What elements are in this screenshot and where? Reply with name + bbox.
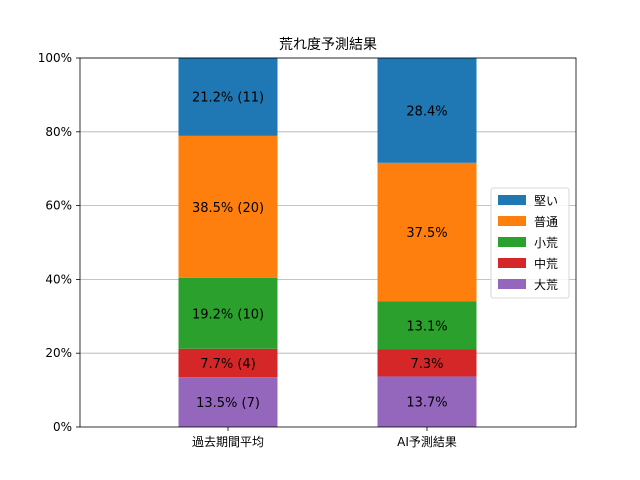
segment-data-label: 37.5% — [406, 226, 447, 241]
chart-title: 荒れ度予測結果 — [279, 37, 377, 53]
y-tick-label: 100% — [38, 51, 72, 65]
segment-data-label: 13.1% — [406, 319, 447, 334]
bar-segment — [377, 301, 477, 350]
legend-swatch — [498, 279, 526, 289]
segment-data-label: 7.7% (4) — [200, 357, 256, 372]
bar-segment — [178, 57, 278, 136]
segment-data-label: 28.4% — [406, 104, 447, 119]
bar-segment — [178, 277, 278, 349]
segment-data-label: 13.7% — [406, 396, 447, 411]
bar-segment — [178, 135, 278, 278]
legend-item-label: 普通 — [534, 215, 558, 229]
y-tick-label: 40% — [45, 272, 72, 286]
plot-frame — [79, 57, 577, 428]
y-tick-label: 60% — [45, 199, 72, 213]
segment-data-label: 19.2% (10) — [192, 307, 264, 322]
legend-item-label: 中荒 — [534, 256, 558, 271]
segment-data-label: 7.3% — [410, 357, 443, 372]
segment-data-label: 38.5% (20) — [192, 201, 264, 216]
legend-item-label: 大荒 — [534, 278, 558, 292]
bar-segment — [377, 349, 477, 377]
legend-swatch — [498, 216, 526, 226]
segment-data-label: 13.5% (7) — [196, 396, 260, 411]
bar-segment — [377, 58, 477, 163]
bar-segment — [377, 376, 477, 427]
segment-data-label: 21.2% (11) — [192, 91, 264, 106]
legend-item-label: 堅い — [534, 194, 558, 208]
legend-swatch — [498, 258, 526, 268]
x-tick-label: 過去期間平均 — [192, 435, 264, 449]
legend-swatch — [498, 237, 526, 247]
legend-item-label: 小荒 — [534, 236, 558, 250]
bar-segment — [178, 377, 278, 427]
legend-box — [490, 187, 570, 299]
bar-segment — [377, 162, 477, 302]
legend-swatch — [498, 195, 526, 205]
y-tick-label: 80% — [45, 125, 72, 139]
y-tick-label: 20% — [45, 346, 72, 360]
y-tick-label: 0% — [53, 420, 72, 434]
x-tick-label: AI予測結果 — [397, 435, 457, 449]
bar-segment — [178, 348, 278, 378]
